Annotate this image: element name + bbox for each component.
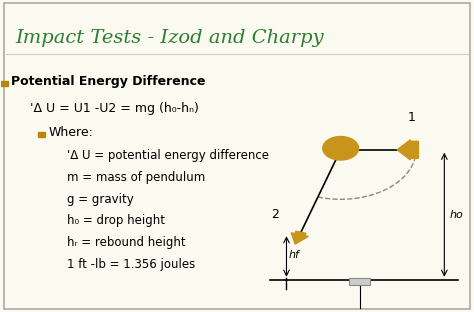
Bar <box>58 220 64 224</box>
Text: 'Δ U = potential energy difference: 'Δ U = potential energy difference <box>67 149 269 163</box>
Text: m = mass of pendulum: m = mass of pendulum <box>67 171 206 184</box>
FancyArrow shape <box>397 140 419 160</box>
Text: 'Δ U = U1 -U2 = mg (h₀-hₙ): 'Δ U = U1 -U2 = mg (h₀-hₙ) <box>30 102 199 115</box>
Bar <box>58 263 64 267</box>
FancyBboxPatch shape <box>349 278 370 285</box>
FancyArrow shape <box>291 231 308 244</box>
Bar <box>58 242 64 246</box>
Bar <box>20 107 27 111</box>
Text: Where:: Where: <box>48 126 93 139</box>
Text: Impact Tests - Izod and Charpy: Impact Tests - Izod and Charpy <box>16 29 324 47</box>
Bar <box>58 198 64 202</box>
Text: Potential Energy Difference: Potential Energy Difference <box>11 75 205 88</box>
Text: 1: 1 <box>408 110 415 124</box>
Bar <box>0 81 8 86</box>
Text: 2: 2 <box>271 208 279 221</box>
Text: ho: ho <box>450 210 464 220</box>
Text: g = gravity: g = gravity <box>67 193 134 206</box>
Bar <box>58 155 64 159</box>
Text: hᵣ = rebound height: hᵣ = rebound height <box>67 236 186 249</box>
Text: h₀ = drop height: h₀ = drop height <box>67 214 165 227</box>
Text: 1 ft -lb = 1.356 joules: 1 ft -lb = 1.356 joules <box>67 258 196 271</box>
Bar <box>38 132 45 137</box>
Text: hf: hf <box>289 250 300 260</box>
Circle shape <box>323 137 358 160</box>
Bar <box>58 177 64 181</box>
